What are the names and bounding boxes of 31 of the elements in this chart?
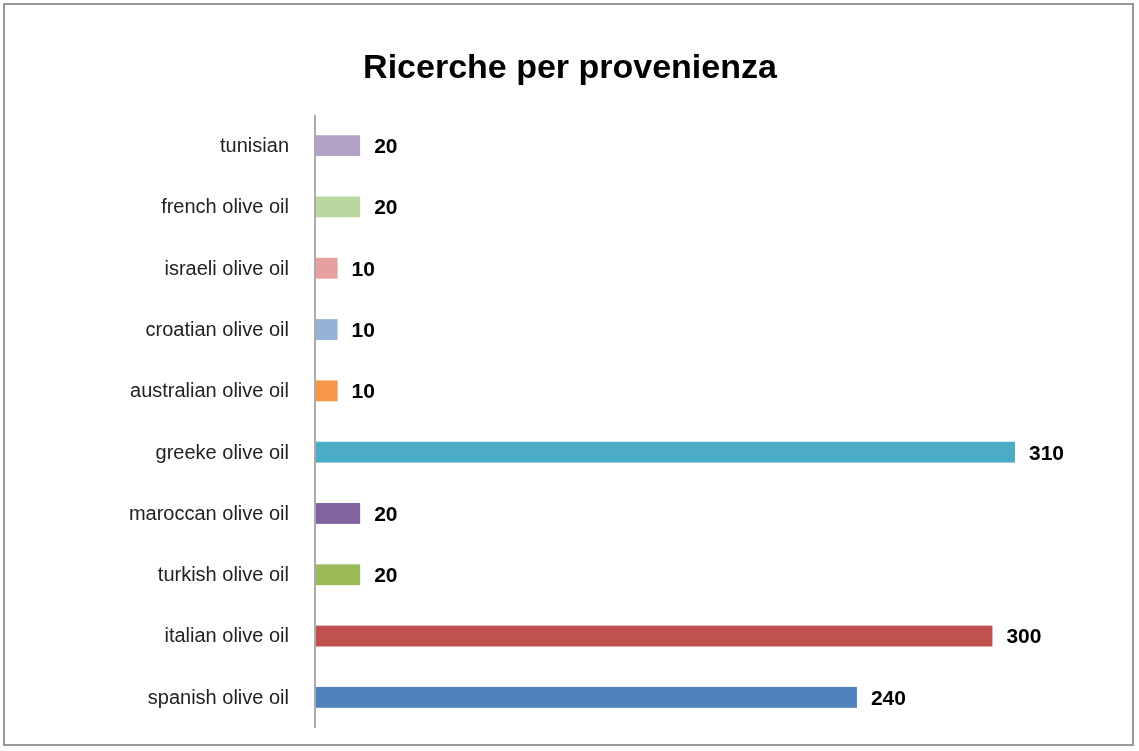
bar	[315, 196, 361, 218]
y-tick-label: spanish olive oil	[147, 685, 289, 708]
chart-title: Ricerche per provenienza	[363, 47, 778, 85]
data-label: 20	[374, 501, 398, 525]
bar	[315, 380, 338, 402]
data-label: 240	[870, 685, 906, 709]
data-label: 10	[351, 256, 375, 280]
y-tick-label: turkish olive oil	[157, 563, 289, 586]
bar	[315, 441, 1015, 463]
data-label: 10	[351, 317, 375, 341]
bar	[315, 686, 857, 708]
bar	[315, 625, 993, 647]
y-tick-label: australian olive oil	[130, 379, 289, 402]
y-tick-label: greeke olive oil	[155, 440, 289, 463]
y-tick-label: italian olive oil	[164, 624, 289, 647]
bar	[315, 319, 338, 340]
bar	[315, 257, 338, 279]
data-label: 310	[1029, 440, 1065, 464]
data-label: 300	[1006, 624, 1042, 648]
bar	[315, 135, 361, 157]
y-tick-label: croatian olive oil	[145, 317, 289, 340]
bar	[315, 503, 361, 524]
data-label: 10	[351, 379, 375, 403]
bar	[315, 564, 361, 586]
y-tick-label: israeli olive oil	[164, 256, 289, 279]
y-tick-label: french olive oil	[161, 195, 289, 218]
y-tick-label: tunisian	[220, 134, 289, 157]
data-label: 20	[374, 134, 398, 157]
y-tick-label: maroccan olive oil	[128, 501, 289, 524]
data-label: 20	[374, 563, 398, 587]
data-label: 20	[374, 195, 398, 219]
